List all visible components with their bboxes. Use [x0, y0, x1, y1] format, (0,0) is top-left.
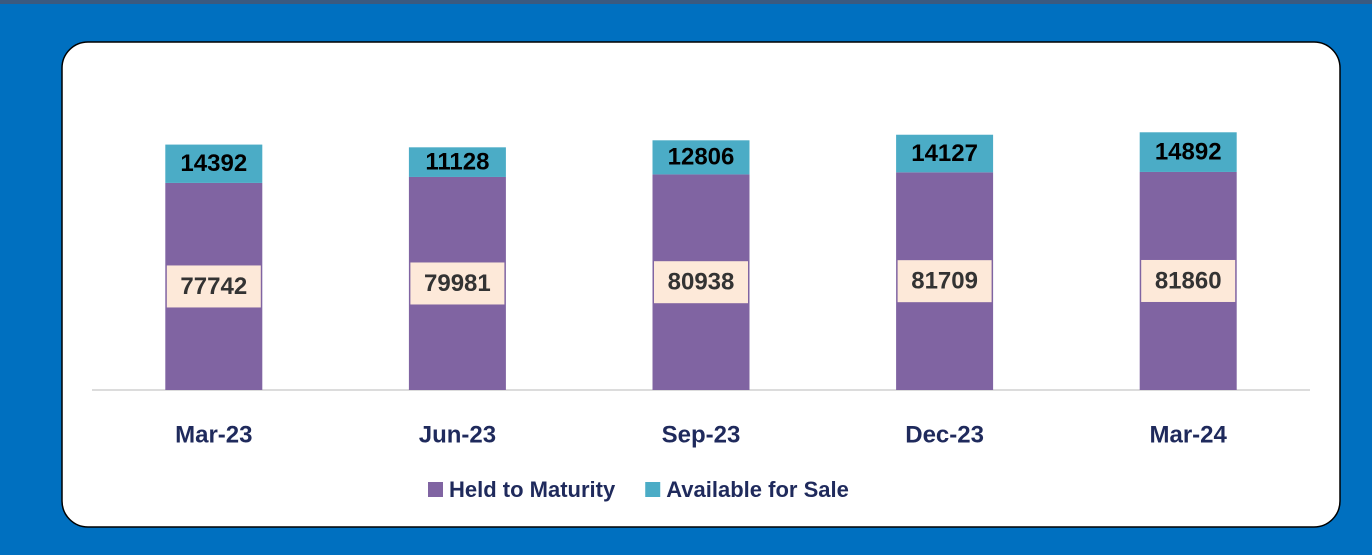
data-label: 14127 — [911, 140, 978, 167]
x-tick-label: Dec-23 — [905, 421, 984, 448]
legend-swatch — [428, 482, 443, 497]
bar-segment — [652, 140, 750, 175]
data-label: 12806 — [668, 144, 735, 171]
bar-segment — [165, 144, 263, 183]
legend-label: Held to Maturity — [449, 477, 616, 502]
x-tick-label: Sep-23 — [662, 421, 741, 448]
x-tick-label: Mar-24 — [1150, 421, 1228, 448]
data-label: 11128 — [425, 148, 489, 175]
top-border — [0, 0, 1372, 4]
bar-segment — [408, 147, 506, 177]
data-label: 14392 — [180, 150, 247, 177]
data-label: 14892 — [1155, 138, 1222, 165]
data-label-box — [654, 261, 748, 304]
data-label-box — [410, 262, 505, 305]
data-label: 80938 — [668, 269, 735, 296]
data-label: 77742 — [180, 273, 247, 300]
data-label: 81860 — [1155, 267, 1222, 294]
x-tick-label: Mar-23 — [175, 421, 252, 448]
data-label-box — [166, 265, 261, 308]
legend-label: Available for Sale — [666, 477, 849, 502]
bar-segment — [1139, 132, 1237, 172]
data-label-box — [1141, 259, 1236, 302]
data-label: 81709 — [911, 268, 978, 295]
legend-swatch — [645, 482, 661, 497]
x-tick-label: Jun-23 — [419, 421, 496, 448]
data-label: 79981 — [424, 270, 491, 297]
bar-segment — [896, 134, 994, 173]
data-label-box — [897, 260, 992, 303]
